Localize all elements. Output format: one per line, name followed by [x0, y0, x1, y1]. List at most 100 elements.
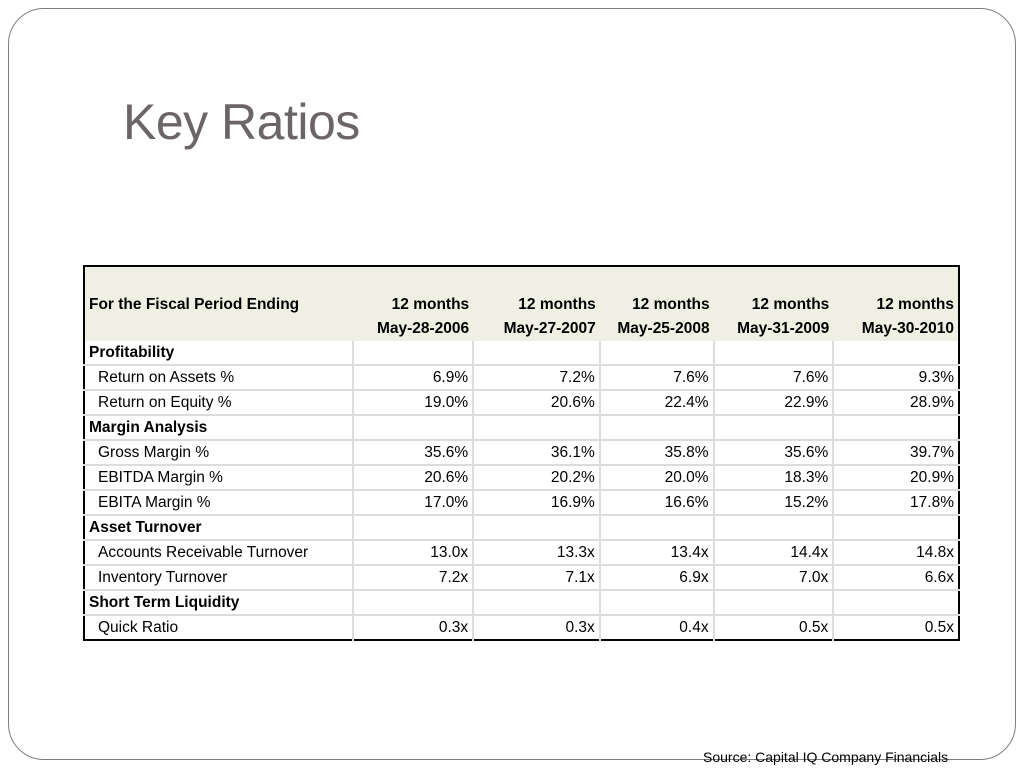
table-row: Accounts Receivable Turnover 13.0x 13.3x 13… — [84, 540, 959, 566]
section-row: Short Term Liquidity — [84, 590, 959, 616]
value-cell: 7.2% — [473, 365, 601, 391]
value-cell: 39.7% — [833, 440, 959, 466]
value-cell: 13.3x — [473, 540, 601, 566]
value-cell — [833, 341, 959, 366]
value-cell: 16.9% — [473, 490, 601, 516]
header-period: 12 months — [473, 266, 600, 317]
header-date: May-25-2008 — [599, 317, 714, 341]
header-date: May-28-2006 — [353, 317, 474, 341]
value-cell: 28.9% — [833, 390, 959, 416]
value-cell: 15.2% — [713, 490, 835, 516]
value-cell — [713, 515, 835, 541]
table-row: Return on Assets % 6.9% 7.2% 7.6% 7.6% 9.3% — [84, 365, 959, 391]
value-cell — [599, 415, 715, 441]
table-body: Profitability Return on Assets % 6.9% 7.2% 7… — [84, 341, 959, 640]
value-cell: 20.6% — [473, 390, 601, 416]
slide-title: Key Ratios — [123, 94, 360, 150]
value-cell — [713, 590, 835, 616]
header-date: May-31-2009 — [713, 317, 834, 341]
value-cell: 0.5x — [713, 615, 835, 640]
value-cell: 0.5x — [924, 618, 954, 636]
value-cell: 22.9% — [713, 390, 835, 416]
value-cell: 22.4% — [599, 390, 715, 416]
section-label: Profitability — [84, 341, 355, 366]
value-cell — [473, 341, 601, 366]
value-cell — [353, 590, 475, 616]
value-cell — [473, 515, 601, 541]
header-period: 12 months — [353, 266, 474, 317]
row-label: EBITA Margin % — [84, 490, 355, 516]
value-cell — [833, 590, 959, 616]
source-note: Source: Capital IQ Company Financials — [703, 749, 949, 765]
value-cell — [473, 415, 601, 441]
table-row: EBITDA Margin % 20.6% 20.2% 20.0% 18.3% 20.9% — [84, 465, 959, 491]
value-cell: 7.6% — [599, 365, 715, 391]
table-row: EBITA Margin % 17.0% 16.9% 16.6% 15.2% 17.8% — [84, 490, 959, 516]
value-cell: 9.3% — [833, 365, 959, 391]
value-cell: 13.0x — [353, 540, 475, 566]
value-cell — [599, 590, 715, 616]
value-cell — [599, 515, 715, 541]
value-cell: 14.8x — [833, 540, 959, 566]
header-label: For the Fiscal Period Ending — [84, 266, 354, 317]
row-label: EBITDA Margin % — [84, 465, 355, 491]
row-label: Inventory Turnover — [84, 565, 355, 591]
value-cell — [599, 341, 715, 366]
section-label: Short Term Liquidity — [84, 590, 355, 616]
value-cell: 17.8% — [833, 490, 959, 516]
table-row: Gross Margin % 35.6% 36.1% 35.8% 35.6% 39.7% — [84, 440, 959, 466]
value-cell: 35.6% — [713, 440, 835, 466]
value-cell: 20.6% — [353, 465, 475, 491]
table-header: For the Fiscal Period Ending 12 months 1… — [84, 266, 959, 341]
row-label: Accounts Receivable Turnover — [84, 540, 355, 566]
value-cell: 7.1x — [473, 565, 601, 591]
section-row: Asset Turnover — [84, 515, 959, 541]
value-cell: 0.3x — [353, 615, 475, 640]
value-cell — [713, 415, 835, 441]
key-ratios-table: For the Fiscal Period Ending 12 months 1… — [83, 265, 960, 641]
value-cell — [833, 515, 959, 541]
slide-frame: Key Ratios For the Fiscal Period Ending … — [8, 8, 1016, 765]
section-label: Asset Turnover — [84, 515, 355, 541]
value-cell — [833, 415, 959, 441]
table-row: Inventory Turnover 7.2x 7.1x 6.9x 7.0x 6.6x — [84, 565, 959, 591]
value-cell — [473, 590, 601, 616]
value-cell: 6.9% — [353, 365, 475, 391]
section-row: Profitability — [84, 341, 959, 366]
table-row: Quick Ratio 0.3x 0.3x 0.4x 0.5x 0.5x — [84, 615, 959, 640]
row-label: Gross Margin % — [84, 440, 355, 466]
value-cell: 20.2% — [473, 465, 601, 491]
row-label: Return on Equity % — [84, 390, 355, 416]
header-date: May-30-2010 — [833, 317, 959, 341]
table-row: Return on Equity % 19.0% 20.6% 22.4% 22.9% 28… — [84, 390, 959, 416]
value-cell — [713, 341, 835, 366]
value-cell: 0.3x — [473, 615, 601, 640]
row-label: Quick Ratio — [84, 615, 355, 640]
header-period: 12 months — [833, 266, 959, 317]
section-label: Margin Analysis — [84, 415, 355, 441]
value-cell: 6.9x — [599, 565, 715, 591]
value-cell: 36.1% — [473, 440, 601, 466]
section-row: Margin Analysis — [84, 415, 959, 441]
value-cell: 20.0% — [599, 465, 715, 491]
value-cell: 6.6x — [833, 565, 959, 591]
value-cell: 18.3% — [713, 465, 835, 491]
value-cell: 14.4x — [713, 540, 835, 566]
value-cell — [353, 341, 475, 366]
header-date: May-27-2007 — [473, 317, 600, 341]
value-cell: 7.6% — [713, 365, 835, 391]
value-cell: 35.6% — [353, 440, 475, 466]
value-cell: 20.9% — [833, 465, 959, 491]
value-cell — [353, 415, 475, 441]
value-cell: 0.4x — [599, 615, 715, 640]
value-cell: 17.0% — [353, 490, 475, 516]
value-cell: 19.0% — [353, 390, 475, 416]
value-cell: 7.0x — [713, 565, 835, 591]
header-label-spacer — [84, 317, 354, 341]
row-label: Return on Assets % — [84, 365, 355, 391]
header-period: 12 months — [713, 266, 834, 317]
value-cell: 16.6% — [599, 490, 715, 516]
value-cell: 35.8% — [599, 440, 715, 466]
value-cell — [353, 515, 475, 541]
header-period: 12 months — [599, 266, 714, 317]
